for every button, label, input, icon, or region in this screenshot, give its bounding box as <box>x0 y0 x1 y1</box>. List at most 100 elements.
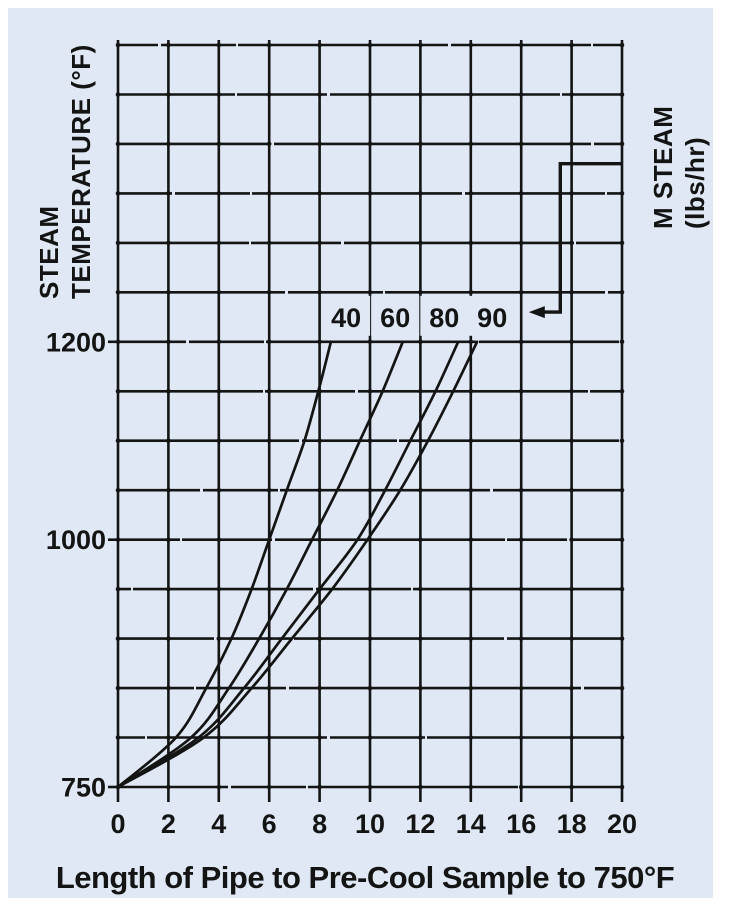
grid-dot <box>468 636 474 641</box>
x-tick-label-4: 4 <box>211 809 226 839</box>
x-tick-label-6: 6 <box>262 809 277 839</box>
grid-dot <box>468 784 474 790</box>
chart-title: Length of Pipe to Pre-Cool Sample to 750… <box>56 860 674 895</box>
grid-dot <box>115 389 121 394</box>
grid-dot <box>266 42 272 48</box>
curve-label-60: 60 <box>380 303 410 333</box>
grid-dot <box>317 141 322 147</box>
grid-dot <box>418 290 423 295</box>
callout-line <box>537 162 622 314</box>
callout <box>528 162 622 319</box>
grid-dot <box>418 784 423 790</box>
grid-dot <box>418 685 423 691</box>
x-tick-label-8: 8 <box>312 809 327 839</box>
grid-dot <box>266 191 272 196</box>
grid-dot <box>166 735 171 740</box>
grid-dot <box>619 636 625 641</box>
grid-dot <box>115 487 121 493</box>
grid-dot <box>518 191 524 196</box>
grid-dot <box>367 290 373 295</box>
grid-dot <box>619 42 625 48</box>
x-tick-label-10: 10 <box>355 809 385 839</box>
grid-dot <box>216 191 222 196</box>
grid-dot <box>266 685 272 691</box>
curve-label-80: 80 <box>429 303 459 333</box>
grid-dot <box>266 438 272 444</box>
grid-dot <box>418 240 423 246</box>
grid-dot <box>468 735 474 740</box>
grid-dot <box>266 735 272 740</box>
grid-dot <box>317 685 322 691</box>
grid-dot <box>166 92 171 97</box>
grid-dot <box>418 339 423 345</box>
grid-dot <box>216 784 222 790</box>
grid-dot <box>115 586 121 592</box>
grid-dot <box>115 438 121 444</box>
right-axis-title-line1: M STEAM <box>648 106 678 229</box>
curve-label-box <box>322 295 371 336</box>
grid-dot <box>266 339 272 345</box>
curve-40 <box>116 340 333 789</box>
grid-dot <box>619 141 625 147</box>
grid-dot <box>166 339 171 345</box>
grid-dot <box>619 240 625 246</box>
grid-dot <box>367 685 373 691</box>
grid-dot <box>317 636 322 641</box>
grid-dot <box>418 487 423 493</box>
curve-label-box <box>420 295 469 336</box>
grid-dot <box>619 735 625 740</box>
grid-dot <box>266 141 272 147</box>
grid-dot <box>518 537 524 542</box>
grid-dot <box>115 537 121 542</box>
grid-dot <box>266 290 272 295</box>
grid-dot <box>166 685 171 691</box>
grid-dot <box>619 438 625 444</box>
grid-dot <box>518 735 524 740</box>
grid-dot <box>166 537 171 542</box>
grid-dot <box>166 191 171 196</box>
grid-dot <box>367 438 373 444</box>
grid-dot <box>418 42 423 48</box>
grid-dot <box>367 784 373 790</box>
grid-dot <box>518 42 524 48</box>
grid-dot <box>266 240 272 246</box>
grid-dot <box>418 438 423 444</box>
grid-dot <box>569 339 574 345</box>
grid-dot <box>216 735 222 740</box>
grid-dot <box>518 586 524 592</box>
grid-dot <box>166 240 171 246</box>
grid-dot <box>266 487 272 493</box>
grid-dot <box>317 487 322 493</box>
grid-dot <box>569 42 574 48</box>
grid-dot <box>468 191 474 196</box>
chart-panel <box>8 8 713 898</box>
grid-dot <box>619 586 625 592</box>
grid-dot <box>216 685 222 691</box>
grid-dot <box>317 191 322 196</box>
grid-dot <box>619 784 625 790</box>
x-tick-label-12: 12 <box>405 809 435 839</box>
grid-dot <box>518 784 524 790</box>
grid-dot <box>418 141 423 147</box>
grid-dot <box>569 141 574 147</box>
grid-dot <box>468 92 474 97</box>
grid-dot <box>166 784 171 790</box>
grid-dot <box>115 92 121 97</box>
grid-dot <box>367 735 373 740</box>
grid-dot <box>367 487 373 493</box>
grid-dot <box>418 537 423 542</box>
grid-dot <box>518 339 524 345</box>
grid-dot <box>569 487 574 493</box>
grid-dot <box>367 339 373 345</box>
grid-dot <box>115 290 121 295</box>
grid-dot <box>216 438 222 444</box>
grid-dot <box>115 141 121 147</box>
grid-dot <box>468 389 474 394</box>
curve-60 <box>116 340 405 789</box>
grid-dot <box>216 537 222 542</box>
grid-dot <box>266 586 272 592</box>
grid <box>108 40 625 802</box>
grid-dot <box>266 389 272 394</box>
